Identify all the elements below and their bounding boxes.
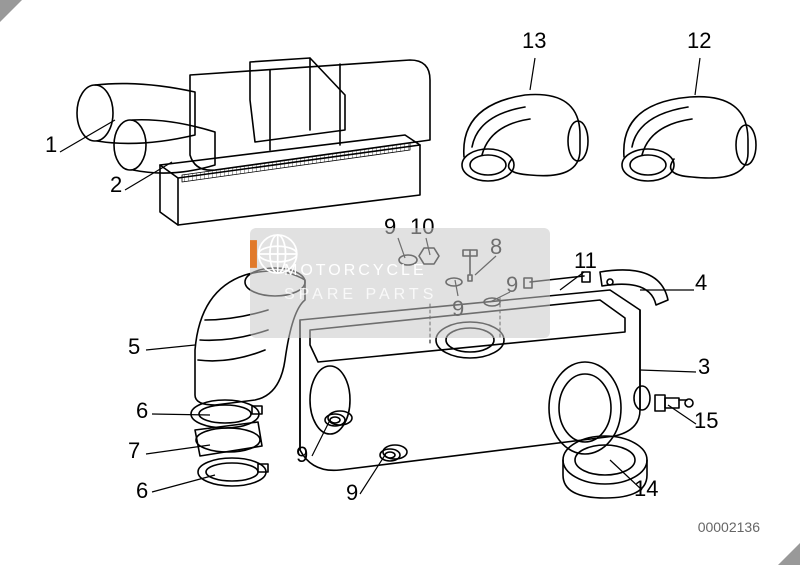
callout-2: 2 (110, 172, 122, 198)
diagram-id: 00002136 (698, 519, 760, 535)
callout-9c: 9 (452, 296, 464, 322)
callout-3: 3 (698, 354, 710, 380)
callout-6a: 6 (136, 398, 148, 424)
callout-9a: 9 (384, 214, 396, 240)
callout-5: 5 (128, 334, 140, 360)
callout-10: 10 (410, 214, 434, 240)
callout-12: 12 (687, 28, 711, 54)
callout-9e: 9 (346, 480, 358, 506)
callout-11: 11 (574, 248, 597, 274)
leaders (60, 58, 700, 494)
callout-13: 13 (522, 28, 546, 54)
lineart-svg (0, 0, 800, 565)
callout-1: 1 (45, 132, 57, 158)
callout-9b: 9 (506, 272, 518, 298)
callout-4: 4 (695, 270, 707, 296)
callout-8: 8 (490, 234, 502, 260)
callout-9d: 9 (296, 442, 308, 468)
exploded-diagram: 1 2 13 12 9 10 8 9 9 11 4 5 6 7 6 9 9 3 … (0, 0, 800, 565)
callout-7: 7 (128, 438, 140, 464)
callout-15: 15 (694, 408, 718, 434)
callout-14: 14 (634, 476, 658, 502)
callout-6b: 6 (136, 478, 148, 504)
